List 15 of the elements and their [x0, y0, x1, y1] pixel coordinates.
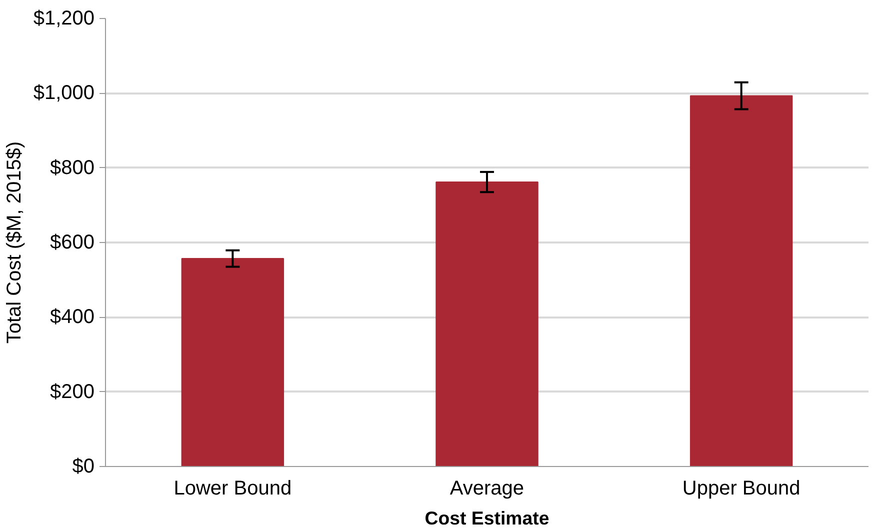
- bar: [181, 258, 284, 466]
- y-tick-label: $400: [50, 306, 95, 328]
- bar: [690, 95, 793, 466]
- x-axis-title: Cost Estimate: [424, 508, 550, 528]
- y-tick-label: $600: [50, 232, 95, 254]
- y-tick-label: $0: [72, 456, 95, 478]
- x-tick-label: Lower Bound: [174, 478, 292, 500]
- y-tick-label: $1,200: [33, 8, 94, 30]
- bar: [436, 182, 538, 466]
- x-tick-label: Upper Bound: [682, 478, 800, 500]
- y-tick-label: $1,000: [33, 82, 94, 104]
- y-tick-label: $800: [50, 156, 95, 179]
- x-tick-label: Average: [450, 478, 524, 500]
- y-axis-title: Total Cost ($M, 2015$): [3, 141, 26, 344]
- y-tick-label: $200: [50, 380, 95, 403]
